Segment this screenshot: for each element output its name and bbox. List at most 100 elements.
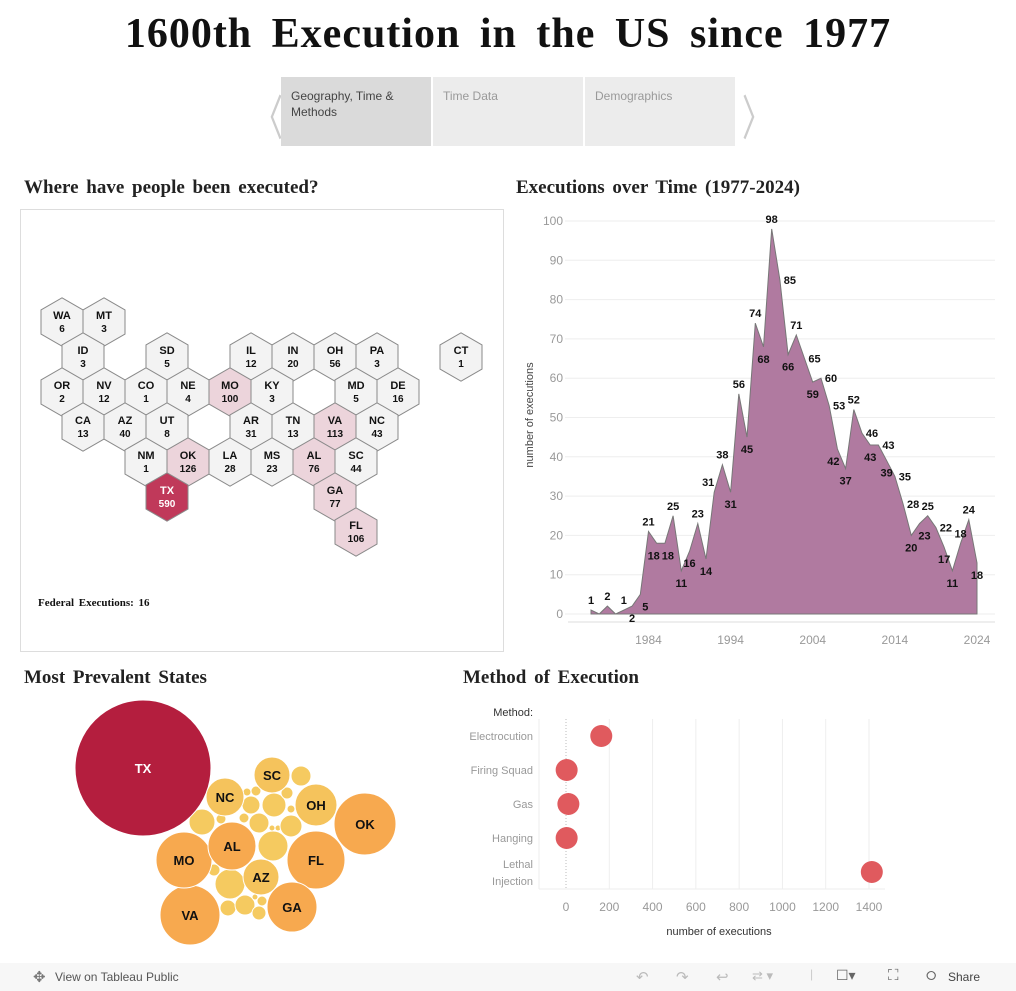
redo-icon[interactable]: ↷: [676, 969, 689, 986]
state-hex-mo[interactable]: MO 100: [208, 367, 252, 417]
download-icon[interactable]: ☐▾: [836, 967, 856, 983]
state-hex-ms[interactable]: MS 23: [250, 437, 294, 487]
state-count: 2: [59, 394, 65, 405]
state-count: 1: [143, 464, 149, 475]
state-count: 16: [392, 394, 404, 405]
state-count: 113: [327, 429, 344, 440]
dashboard-title: 1600th Execution in the US since 1977: [124, 11, 892, 57]
state-count: 590: [159, 499, 176, 510]
tab-demographics[interactable]: Demographics: [585, 77, 735, 146]
state-hex-de[interactable]: DE 16: [376, 367, 420, 417]
next-tab-chevron-icon[interactable]: 〉: [742, 91, 772, 148]
method-section-title: Method of Execution: [463, 667, 639, 688]
state-hex-nc[interactable]: NC 43: [355, 402, 399, 452]
state-hex-tn[interactable]: TN 13: [271, 402, 315, 452]
state-abbr: IL: [246, 345, 256, 357]
state-count: 3: [374, 359, 380, 370]
state-abbr: MO: [221, 380, 239, 392]
state-count: 5: [164, 359, 170, 370]
state-count: 3: [80, 359, 86, 370]
tableau-logo-icon: ✥: [33, 969, 46, 986]
view-on-tableau-link[interactable]: View on Tableau Public: [55, 970, 179, 984]
state-abbr: TX: [160, 485, 175, 497]
state-abbr: CA: [75, 415, 91, 427]
map-section-title: Where have people been executed?: [24, 177, 319, 198]
state-count: 3: [269, 394, 275, 405]
state-hex-ne[interactable]: NE 4: [166, 367, 210, 417]
state-abbr: OH: [327, 345, 344, 357]
state-abbr: KY: [264, 380, 280, 392]
state-count: 77: [329, 499, 341, 510]
state-abbr: OK: [180, 450, 197, 462]
state-hex-fl[interactable]: FL 106: [334, 507, 378, 557]
state-abbr: NC: [369, 415, 385, 427]
toolbar-divider: |: [810, 967, 814, 981]
state-count: 31: [245, 429, 257, 440]
pause-updates-icon[interactable]: ⇄ ▾: [752, 968, 774, 983]
state-count: 28: [224, 464, 236, 475]
state-count: 40: [119, 429, 131, 440]
state-abbr: SC: [348, 450, 363, 462]
share-button[interactable]: Share: [948, 970, 981, 984]
state-count: 12: [245, 359, 257, 370]
state-abbr: OR: [54, 380, 71, 392]
state-count: 5: [353, 394, 359, 405]
state-count: 1: [143, 394, 149, 405]
state-count: 13: [77, 429, 89, 440]
state-hex-pa[interactable]: PA 3: [355, 332, 399, 382]
hex-shape: [439, 332, 483, 382]
state-hex-ca[interactable]: CA 13: [61, 402, 105, 452]
tab-geography-time-methods[interactable]: Geography, Time & Methods: [281, 77, 431, 146]
state-abbr: UT: [160, 415, 175, 427]
state-abbr: PA: [370, 345, 385, 357]
federal-executions-note: Federal Executions: 16: [38, 597, 150, 609]
state-hex-az[interactable]: AZ 40: [103, 402, 147, 452]
state-abbr: AL: [307, 450, 322, 462]
state-count: 100: [222, 394, 239, 405]
state-abbr: MT: [96, 310, 112, 322]
tab-time-data[interactable]: Time Data: [433, 77, 583, 146]
tableau-toolbar: ✥ View on Tableau Public ↶ ↷ ↩ ⇄ ▾ | ☐▾ …: [0, 963, 1016, 991]
state-abbr: LA: [223, 450, 238, 462]
state-count: 20: [287, 359, 299, 370]
state-abbr: FL: [349, 520, 363, 532]
state-count: 106: [348, 534, 365, 545]
state-count: 8: [164, 429, 170, 440]
state-hex-ky[interactable]: KY 3: [250, 367, 294, 417]
state-count: 76: [308, 464, 320, 475]
state-hex-ut[interactable]: UT 8: [145, 402, 189, 452]
state-abbr: NE: [180, 380, 195, 392]
state-count: 126: [180, 464, 197, 475]
state-hex-id[interactable]: ID 3: [61, 332, 105, 382]
undo-icon[interactable]: ↶: [636, 969, 649, 986]
revert-icon[interactable]: ↩: [716, 969, 729, 986]
state-count: 13: [287, 429, 299, 440]
state-abbr: ID: [78, 345, 89, 357]
state-count: 43: [371, 429, 383, 440]
state-hex-mt[interactable]: MT 3: [82, 297, 126, 347]
state-hex-tx[interactable]: TX 590: [145, 472, 189, 522]
state-count: 1: [458, 359, 464, 370]
state-abbr: SD: [159, 345, 174, 357]
hex-map-panel: [20, 209, 504, 652]
state-abbr: AZ: [118, 415, 133, 427]
state-abbr: AR: [243, 415, 259, 427]
state-abbr: CT: [454, 345, 469, 357]
state-abbr: NV: [96, 380, 112, 392]
state-count: 6: [59, 324, 65, 335]
time-section-title: Executions over Time (1977-2024): [516, 177, 800, 198]
prev-tab-chevron-icon[interactable]: 〈: [253, 91, 283, 148]
state-abbr: MS: [264, 450, 281, 462]
state-hex-va[interactable]: VA 113: [313, 402, 357, 452]
state-hex-oh[interactable]: OH 56: [313, 332, 357, 382]
state-count: 4: [185, 394, 191, 405]
state-abbr: WA: [53, 310, 71, 322]
state-count: 56: [329, 359, 341, 370]
state-hex-ct[interactable]: CT 1: [439, 332, 483, 382]
share-icon[interactable]: ⭘: [926, 968, 937, 983]
fullscreen-icon[interactable]: ⛶: [888, 967, 899, 984]
state-abbr: NM: [137, 450, 154, 462]
state-abbr: VA: [328, 415, 343, 427]
state-abbr: CO: [138, 380, 155, 392]
hex-shape: [145, 472, 189, 522]
